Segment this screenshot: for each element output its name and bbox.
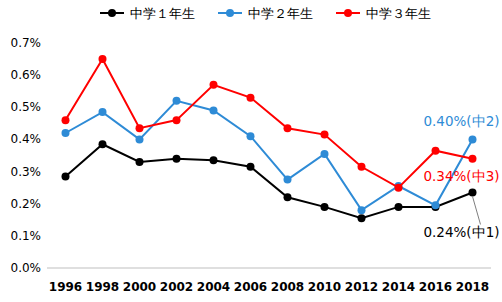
point (173, 155, 181, 163)
point (99, 55, 107, 63)
point (395, 184, 403, 192)
point (136, 158, 144, 166)
leader-line (473, 196, 481, 224)
point (62, 129, 70, 137)
point (358, 163, 366, 171)
y-tick-label: 0.1% (11, 229, 42, 243)
x-tick-label: 2014 (382, 280, 415, 294)
point (432, 201, 440, 209)
point (62, 116, 70, 124)
point (99, 108, 107, 116)
point (284, 193, 292, 201)
legend-marker (344, 9, 352, 17)
y-tick-label: 0.6% (11, 68, 42, 82)
legend-label: 中学２年生 (248, 6, 313, 21)
y-tick-label: 0.0% (11, 261, 42, 275)
x-tick-label: 2000 (123, 280, 156, 294)
x-tick-label: 1998 (86, 280, 119, 294)
legend-marker (226, 9, 234, 17)
point (321, 203, 329, 211)
x-tick-label: 2004 (197, 280, 230, 294)
annotation: 0.24%(中1) (423, 224, 499, 240)
point (469, 188, 477, 196)
y-tick-label: 0.7% (11, 36, 42, 50)
point (210, 107, 218, 115)
point (358, 214, 366, 222)
series-line (66, 101, 473, 210)
y-tick-label: 0.5% (11, 100, 42, 114)
x-tick-label: 2006 (234, 280, 267, 294)
x-tick-label: 2018 (456, 280, 489, 294)
series-line (66, 144, 473, 218)
point (469, 135, 477, 143)
y-tick-label: 0.2% (11, 197, 42, 211)
x-tick-label: 2016 (419, 280, 452, 294)
point (358, 206, 366, 214)
point (395, 203, 403, 211)
chart: 0.0% 0.1% 0.2% 0.3% 0.4% 0.5% 0.6% 0.7% 1996 1998… (0, 0, 502, 302)
point (247, 94, 255, 102)
point (284, 176, 292, 184)
point (247, 163, 255, 171)
point (432, 147, 440, 155)
legend-marker (108, 9, 116, 17)
annotation: 0.40%(中2) (423, 113, 499, 129)
annotation: 0.34%(中3) (423, 168, 499, 184)
legend-label: 中学１年生 (130, 6, 195, 21)
point (210, 81, 218, 89)
x-tick-label: 2002 (160, 280, 193, 294)
point (284, 124, 292, 132)
series-line (66, 59, 473, 188)
point (321, 131, 329, 139)
point (136, 124, 144, 132)
y-tick-label: 0.3% (11, 165, 42, 179)
x-axis (47, 268, 491, 269)
point (210, 156, 218, 164)
x-tick-label: 1996 (49, 280, 82, 294)
legend-label: 中学３年生 (366, 6, 431, 21)
point (62, 172, 70, 180)
point (469, 155, 477, 163)
y-tick-label: 0.4% (11, 132, 42, 146)
x-tick-label: 2010 (308, 280, 341, 294)
x-tick-label: 2008 (271, 280, 304, 294)
x-tick-label: 2012 (345, 280, 378, 294)
plot-area (62, 55, 477, 222)
point (247, 132, 255, 140)
point (173, 97, 181, 105)
point (173, 116, 181, 124)
point (321, 150, 329, 158)
point (99, 140, 107, 148)
point (136, 135, 144, 143)
